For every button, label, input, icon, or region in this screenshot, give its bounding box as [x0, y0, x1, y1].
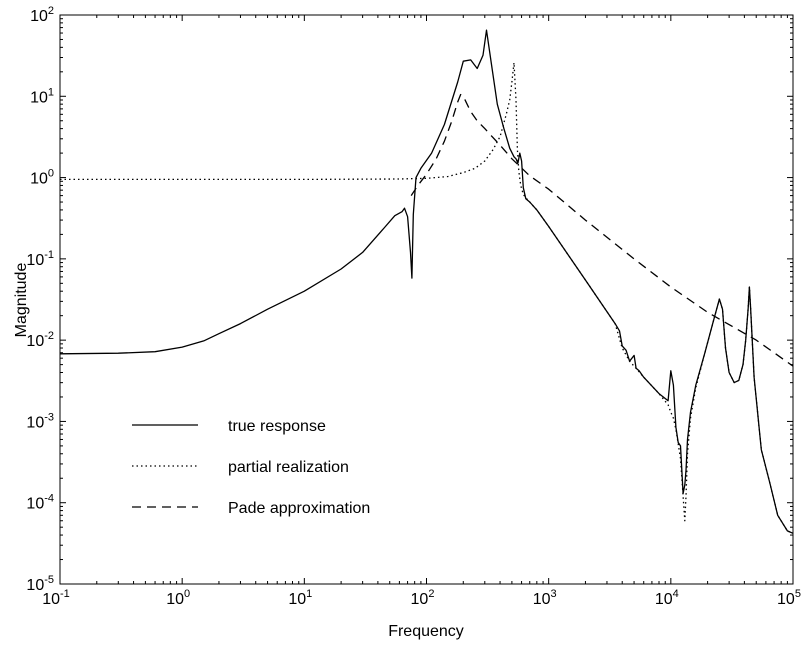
y-tick-label-exp: 0: [48, 168, 54, 180]
y-tick-label-base: 10: [26, 577, 44, 594]
series-line-partial-realization: [60, 61, 794, 534]
y-tick-label-exp: -2: [44, 330, 54, 342]
x-axis-ticks: 10-1 100 101 102 103 104 105: [42, 15, 801, 608]
x-tick-label: 102: [411, 588, 435, 608]
y-tick-label-base: 10: [26, 252, 44, 269]
series-layer: [59, 29, 794, 534]
legend-label-partial-realization: partial realization: [228, 459, 349, 476]
x-tick-label-base: 10: [411, 591, 429, 608]
y-tick-label-exp: -5: [44, 574, 54, 586]
series-line-pade-approximation: [410, 93, 794, 367]
legend: true response partial realization Pade app…: [132, 418, 370, 517]
x-tick-label-base: 10: [533, 591, 551, 608]
x-tick-label: 104: [655, 588, 679, 608]
x-tick-label: 103: [533, 588, 557, 608]
y-axis-label: Magnitude: [13, 263, 30, 338]
x-tick-label-exp: 1: [306, 588, 312, 600]
y-tick-label-base: 10: [30, 171, 48, 188]
y-tick-label: 10-2: [26, 330, 54, 350]
y-tick-label: 101: [30, 86, 54, 106]
legend-label-pade-approximation: Pade approximation: [228, 500, 370, 517]
x-tick-label-exp: 3: [551, 588, 557, 600]
y-tick-label-base: 10: [30, 89, 48, 106]
series-line-true-response: [59, 29, 794, 534]
y-tick-label-exp: -1: [44, 249, 54, 261]
y-tick-label: 100: [30, 168, 54, 188]
x-tick-label-exp: 4: [673, 588, 679, 600]
y-tick-label: 10-3: [26, 411, 54, 431]
x-tick-label-exp: 5: [795, 588, 801, 600]
y-tick-label-base: 10: [26, 333, 44, 350]
x-tick-label-exp: -1: [60, 588, 70, 600]
y-tick-label-base: 10: [30, 8, 48, 25]
y-tick-label: 10-4: [26, 493, 54, 513]
y-tick-label-base: 10: [26, 496, 44, 513]
x-tick-label-base: 10: [777, 591, 795, 608]
legend-label-true-response: true response: [228, 418, 326, 435]
y-tick-label: 10-1: [26, 249, 54, 269]
x-tick-label-exp: 0: [184, 588, 190, 600]
x-tick-label-base: 10: [166, 591, 184, 608]
y-tick-label: 10-5: [26, 574, 54, 594]
x-axis-label: Frequency: [388, 623, 464, 640]
y-tick-label: 102: [30, 5, 54, 25]
x-tick-label: 105: [777, 588, 801, 608]
x-tick-label: 101: [288, 588, 312, 608]
x-tick-label: 100: [166, 588, 190, 608]
y-tick-label-base: 10: [26, 414, 44, 431]
y-tick-label-exp: -4: [44, 493, 54, 505]
x-tick-label: 10-1: [42, 588, 70, 608]
x-tick-label-base: 10: [655, 591, 673, 608]
x-tick-label-base: 10: [42, 591, 60, 608]
x-tick-label-exp: 2: [428, 588, 434, 600]
y-tick-label-exp: 1: [48, 86, 54, 98]
y-tick-label-exp: 2: [48, 5, 54, 17]
x-tick-label-base: 10: [288, 591, 306, 608]
y-tick-label-exp: -3: [44, 411, 54, 423]
